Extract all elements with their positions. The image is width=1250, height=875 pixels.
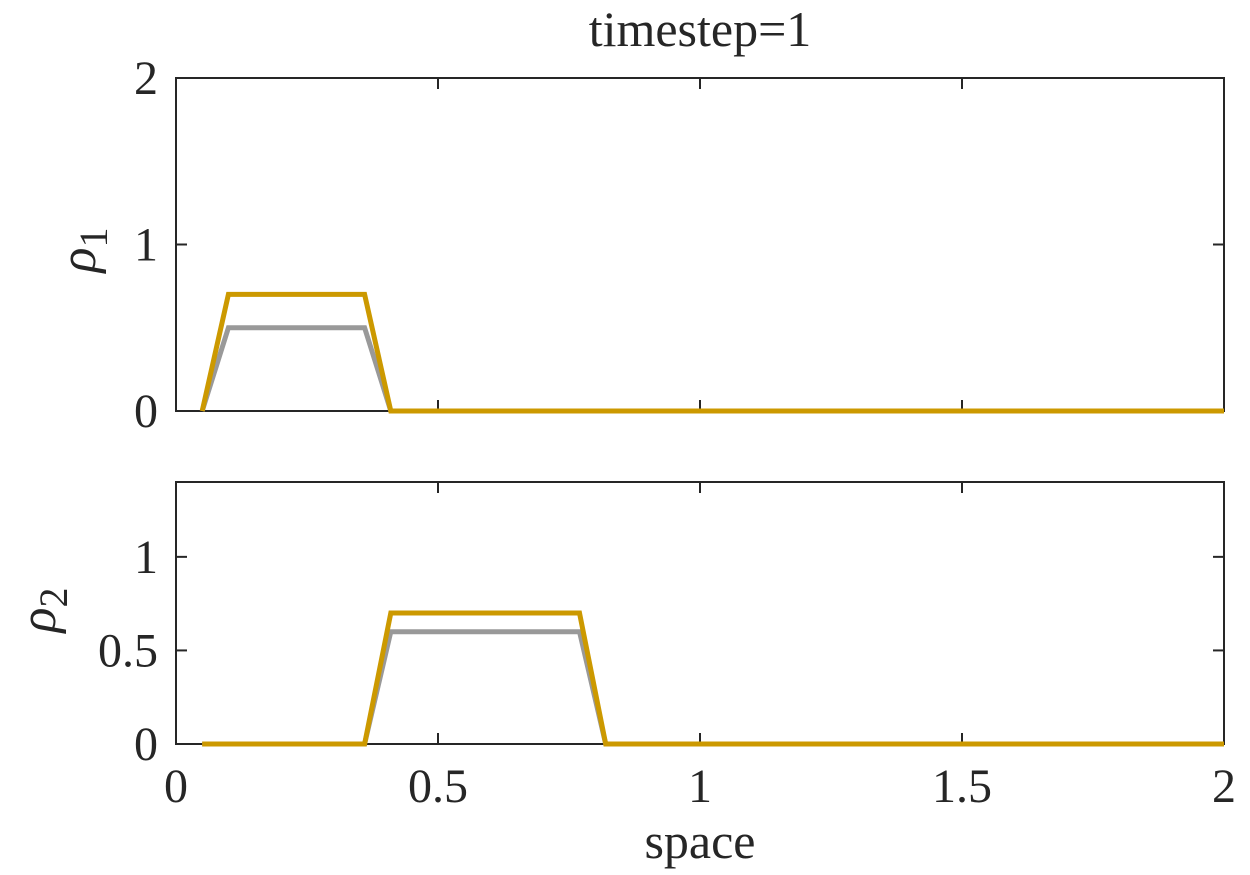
x-tick-label: 0.5: [408, 760, 468, 813]
y-axis-label-subscript: 1: [71, 228, 116, 248]
y-axis-label-symbol: ρ: [10, 608, 67, 635]
y-axis-label-symbol: ρ: [50, 248, 107, 275]
top-panel: 0 1 2 ρ1: [50, 52, 1225, 438]
y-tick-label: 0.5: [98, 624, 158, 677]
y-tick-label: 0: [134, 385, 158, 438]
series-line-gray: [199, 325, 1224, 414]
y-tick-label: 0: [134, 718, 158, 771]
x-axis-label: space: [644, 813, 755, 869]
y-axis-label: ρ1: [50, 228, 116, 275]
series-line-gold: [199, 291, 1224, 414]
x-tick-label: 0: [164, 760, 188, 813]
series-line-gold: [202, 610, 1224, 747]
y-tick-label: 1: [134, 219, 158, 272]
series-line-gray: [202, 629, 1224, 747]
y-axis-label: ρ2: [10, 588, 76, 635]
y-axis-label-subscript: 2: [31, 588, 76, 608]
chart-title: timestep=1: [589, 1, 812, 57]
x-tick-label: 2: [1212, 760, 1236, 813]
y-tick-label: 1: [134, 531, 158, 584]
y-tick-label: 2: [134, 52, 158, 105]
x-tick-label: 1: [688, 760, 712, 813]
x-tick-label: 1.5: [932, 760, 992, 813]
plot-frame: [175, 77, 1225, 412]
plot-frame: [175, 481, 1225, 745]
